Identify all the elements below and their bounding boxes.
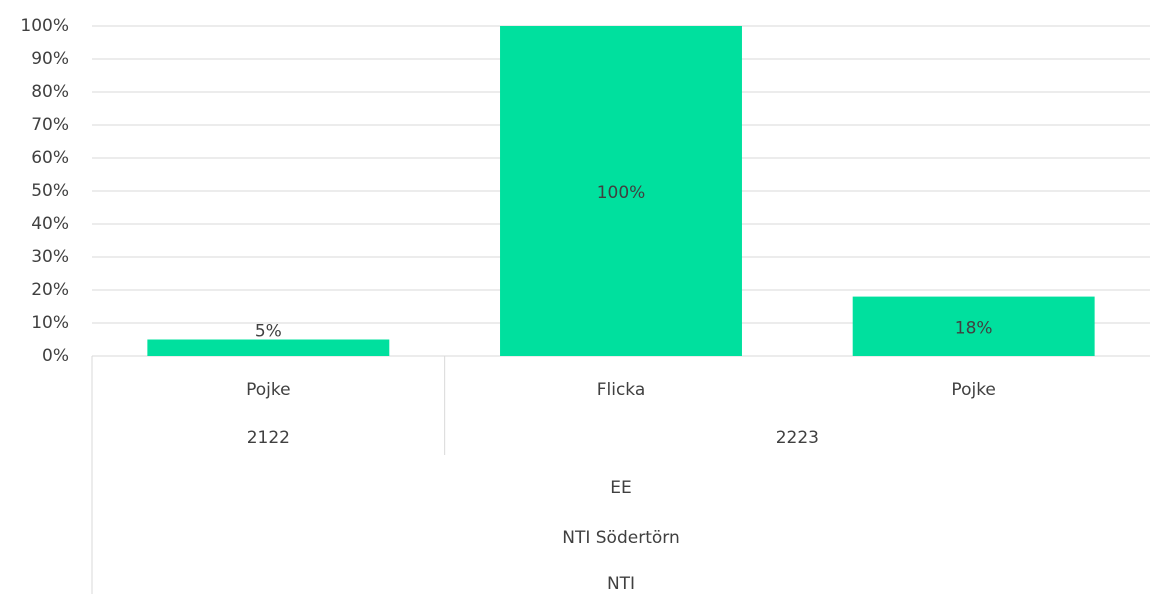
- y-tick-label: 60%: [31, 148, 69, 168]
- data-label: 100%: [597, 183, 646, 203]
- outer-group-label: EE: [610, 478, 631, 498]
- outer-group-label: NTI: [607, 574, 635, 594]
- y-tick-label: 100%: [20, 16, 69, 36]
- bar: [852, 296, 1095, 356]
- bar: [500, 26, 742, 356]
- y-tick-label: 20%: [31, 280, 69, 300]
- y-tick-label: 10%: [31, 313, 69, 333]
- y-tick-label: 80%: [31, 82, 69, 102]
- x-tick-label: Flicka: [597, 380, 646, 400]
- data-label: 18%: [955, 318, 993, 338]
- y-tick-label: 30%: [31, 247, 69, 267]
- group-label: 2122: [247, 428, 290, 448]
- y-tick-label: 70%: [31, 115, 69, 135]
- x-tick-label: Pojke: [951, 380, 995, 400]
- y-tick-label: 50%: [31, 181, 69, 201]
- bar: [147, 339, 390, 356]
- outer-group-label: NTI Södertörn: [562, 528, 679, 548]
- y-tick-label: 40%: [31, 214, 69, 234]
- y-tick-label: 0%: [42, 346, 69, 366]
- group-label: 2223: [776, 428, 819, 448]
- y-tick-label: 90%: [31, 49, 69, 69]
- data-label: 5%: [255, 322, 282, 342]
- x-tick-label: Pojke: [246, 380, 290, 400]
